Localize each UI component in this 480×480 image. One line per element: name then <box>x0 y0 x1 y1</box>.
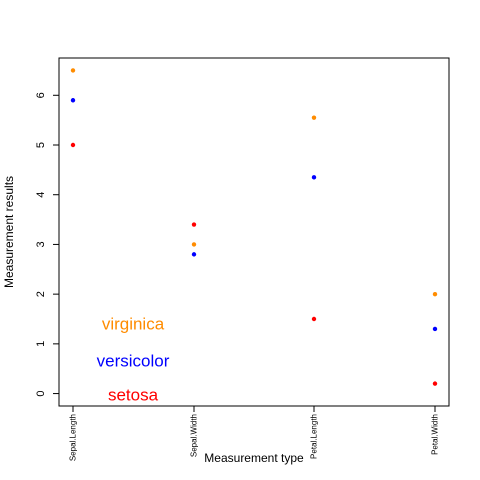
data-point-virginica <box>70 68 76 73</box>
x-tick-label: Sepal.Width <box>190 414 199 457</box>
data-point-versicolor <box>432 326 438 332</box>
x-axis: Sepal.Length Sepal.Width Petal.Length Petal… <box>69 405 440 461</box>
y-tick-label: 2 <box>35 291 47 297</box>
legend-label-versicolor: versicolor <box>97 352 170 371</box>
y-tick-label: 3 <box>35 241 47 247</box>
x-tick-label: Petal.Width <box>431 414 440 455</box>
y-tick-label: 6 <box>35 92 47 98</box>
data-points <box>70 68 438 386</box>
y-tick-label: 5 <box>35 142 47 148</box>
legend-label-virginica: virginica <box>102 315 165 334</box>
data-point-virginica <box>432 291 438 297</box>
data-point-setosa <box>70 142 76 148</box>
x-tick-label: Sepal.Length <box>69 414 78 461</box>
x-tick-label: Petal.Length <box>310 414 319 459</box>
y-axis: 0 1 2 3 4 5 6 <box>35 92 60 397</box>
data-point-setosa <box>191 222 197 227</box>
y-tick-label: 0 <box>35 391 47 397</box>
data-point-versicolor <box>311 175 317 180</box>
y-axis-title: Measurement results <box>2 176 16 288</box>
data-point-versicolor <box>191 252 197 257</box>
data-point-versicolor <box>70 98 76 103</box>
y-tick-label: 4 <box>35 192 47 198</box>
y-tick-label: 1 <box>35 341 47 347</box>
legend-label-setosa: setosa <box>108 386 159 405</box>
legend: virginica versicolor setosa <box>97 315 170 405</box>
data-point-setosa <box>311 316 317 322</box>
data-point-setosa <box>432 381 438 386</box>
x-axis-title: Measurement type <box>204 451 304 465</box>
data-point-virginica <box>311 115 317 120</box>
data-point-virginica <box>191 242 197 247</box>
